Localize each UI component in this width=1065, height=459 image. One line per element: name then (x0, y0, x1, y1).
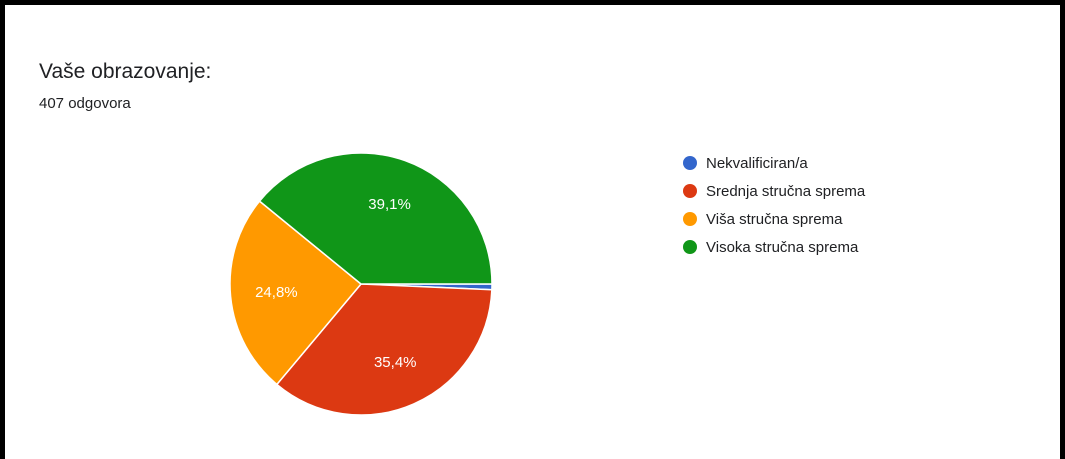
legend-label: Viša stručna sprema (706, 210, 843, 228)
slice-percent-label: 35,4% (374, 354, 417, 371)
legend-swatch-icon (683, 212, 697, 226)
legend-item[interactable]: Nekvalificiran/a (683, 149, 865, 177)
pie-slice[interactable] (229, 200, 363, 386)
slice-percent-label: 24,8% (255, 284, 298, 301)
legend-item[interactable]: Visoka stručna sprema (683, 233, 865, 261)
chart-title: Vaše obrazovanje: (39, 60, 212, 83)
legend-item[interactable]: Viša stručna sprema (683, 205, 865, 233)
pie-slice[interactable] (275, 283, 493, 416)
response-count: 407 odgovora (39, 95, 131, 112)
legend-label: Nekvalificiran/a (706, 154, 808, 172)
legend-swatch-icon (683, 156, 697, 170)
legend-item[interactable]: Srednja stručna sprema (683, 177, 865, 205)
legend-label: Visoka stručna sprema (706, 238, 859, 256)
chart-legend: Nekvalificiran/a Srednja stručna sprema Vi… (683, 149, 865, 261)
pie-slice[interactable] (258, 152, 493, 285)
legend-swatch-icon (683, 184, 697, 198)
legend-swatch-icon (683, 240, 697, 254)
legend-label: Srednja stručna sprema (706, 182, 866, 200)
slice-percent-label: 39,1% (368, 196, 411, 213)
